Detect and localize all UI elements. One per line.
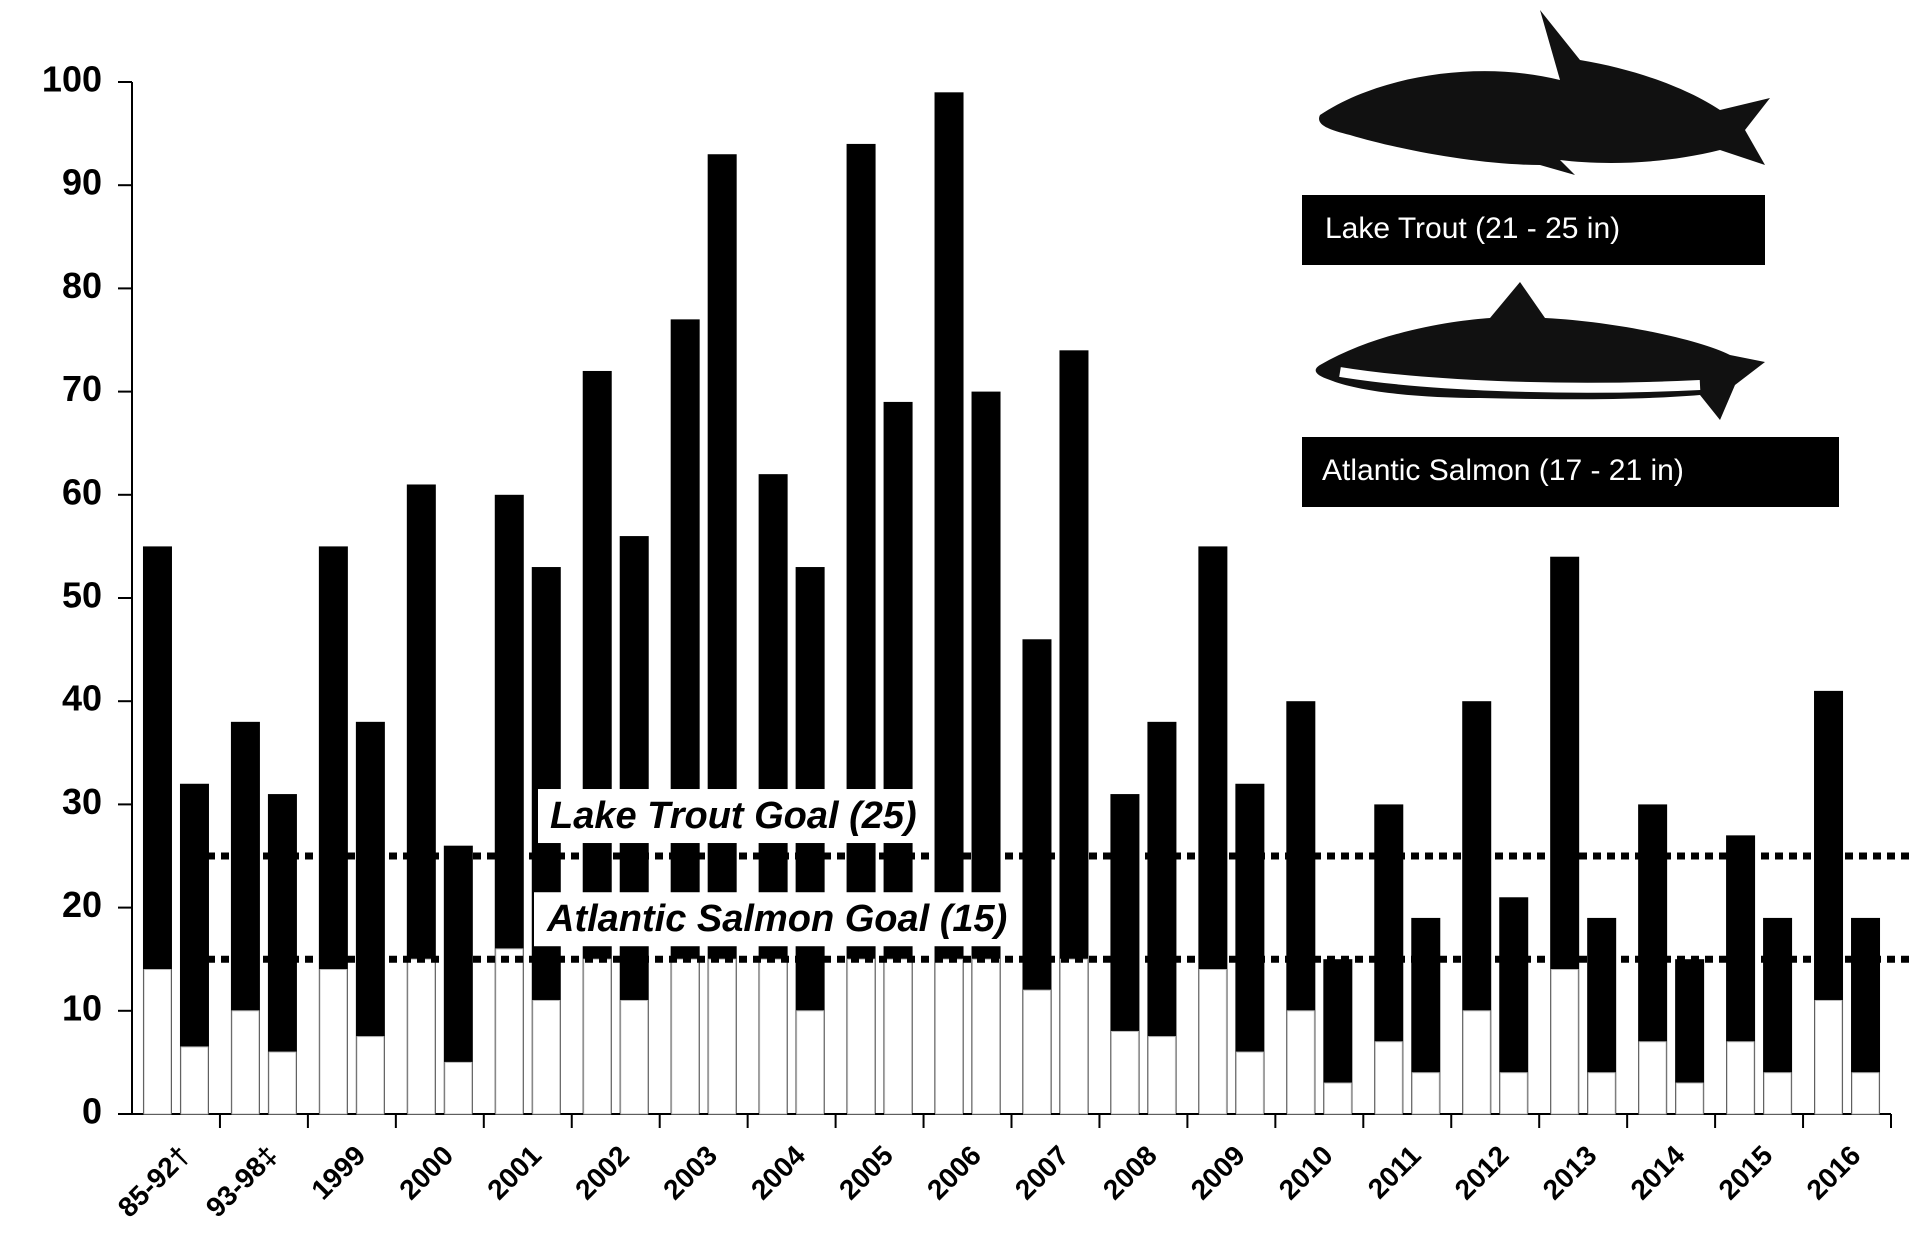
bar-base	[972, 958, 1001, 1115]
x-tick-label: 93-98‡	[200, 1140, 284, 1224]
bar-base	[1110, 1030, 1139, 1115]
goal-label: Atlantic Salmon Goal (15)	[546, 898, 1007, 940]
goal-label-box	[534, 892, 1020, 947]
bar-base	[759, 958, 788, 1115]
goal-label-box	[538, 789, 929, 844]
y-tick-label: 10	[62, 987, 102, 1028]
bar-base	[1374, 1041, 1403, 1115]
x-tick-label: 2011	[1362, 1140, 1427, 1205]
bar-base	[708, 958, 737, 1115]
y-tick-label: 60	[62, 471, 102, 512]
x-tick-label: 2010	[1273, 1140, 1339, 1206]
x-tick-label: 2001	[481, 1140, 547, 1206]
bar-base	[407, 958, 436, 1115]
bar-base	[1550, 969, 1579, 1115]
x-tick-label: 2004	[745, 1139, 811, 1205]
x-tick-label: 2006	[921, 1140, 987, 1206]
x-tick-label: 85-92†	[112, 1140, 196, 1224]
y-tick-label: 70	[62, 368, 102, 409]
bar-base	[1587, 1072, 1616, 1115]
bar-base	[532, 999, 561, 1115]
y-tick-label: 100	[42, 59, 102, 100]
atlantic-salmon-image	[1315, 282, 1765, 420]
y-tick-label: 0	[82, 1091, 102, 1132]
x-tick-label: 2016	[1801, 1140, 1867, 1206]
bar-base	[1411, 1072, 1440, 1115]
y-tick-label: 50	[62, 575, 102, 616]
x-tick-label: 2002	[569, 1140, 635, 1206]
bar-base	[444, 1061, 473, 1115]
bar-base	[1638, 1041, 1667, 1115]
bar-base	[583, 958, 612, 1115]
bar-base	[319, 969, 348, 1115]
lake-trout-image	[1319, 10, 1770, 175]
legend-box	[1302, 437, 1839, 507]
y-tick-label: 40	[62, 678, 102, 719]
legend-box	[1302, 195, 1765, 265]
bar-base	[1059, 958, 1088, 1115]
bar-base	[884, 958, 913, 1115]
y-tick-label: 90	[62, 162, 102, 203]
bar-base	[1323, 1082, 1352, 1115]
bar-base	[935, 958, 964, 1115]
x-tick-label: 2008	[1097, 1140, 1163, 1206]
bar-base	[1198, 969, 1227, 1115]
x-tick-label: 2014	[1625, 1139, 1691, 1205]
x-tick-label: 2009	[1185, 1140, 1251, 1206]
goal-label: Lake Trout Goal (25)	[550, 795, 917, 837]
bar-base	[180, 1046, 209, 1115]
x-tick-label: 2007	[1009, 1140, 1075, 1206]
x-tick-label: 2005	[833, 1140, 899, 1206]
bar-base	[1499, 1072, 1528, 1115]
bar-base	[231, 1010, 260, 1115]
x-tick-label: 1999	[305, 1140, 371, 1206]
bar-base	[1763, 1072, 1792, 1115]
bar-base	[1235, 1051, 1264, 1115]
y-tick-label: 80	[62, 265, 102, 306]
bar-base	[671, 958, 700, 1115]
bar-base	[268, 1051, 297, 1115]
y-tick-label: 30	[62, 781, 102, 822]
bar-base	[1286, 1010, 1315, 1115]
bar-base	[1675, 1082, 1704, 1115]
bar-base	[1851, 1072, 1880, 1115]
bar-base	[847, 958, 876, 1115]
x-tick-label: 2000	[393, 1140, 459, 1206]
bar-base	[620, 999, 649, 1115]
y-tick-label: 20	[62, 884, 102, 925]
bar-base	[796, 1010, 825, 1115]
legend-label: Atlantic Salmon (17 - 21 in)	[1322, 454, 1684, 487]
x-tick-label: 2013	[1537, 1140, 1603, 1206]
bar-base	[356, 1036, 385, 1115]
bar-base	[1022, 989, 1051, 1115]
bar-base	[1726, 1041, 1755, 1115]
bar	[707, 154, 737, 1115]
bar-base	[1814, 999, 1843, 1115]
x-tick-label: 2015	[1713, 1140, 1779, 1206]
bar-base	[495, 948, 524, 1115]
bar-base	[143, 969, 172, 1115]
x-tick-label: 2012	[1449, 1140, 1515, 1206]
legend-label: Lake Trout (21 - 25 in)	[1325, 212, 1620, 245]
bar-base	[1147, 1036, 1176, 1115]
x-tick-label: 2003	[657, 1140, 723, 1206]
bar	[846, 143, 876, 1115]
bar-base	[1462, 1010, 1491, 1115]
